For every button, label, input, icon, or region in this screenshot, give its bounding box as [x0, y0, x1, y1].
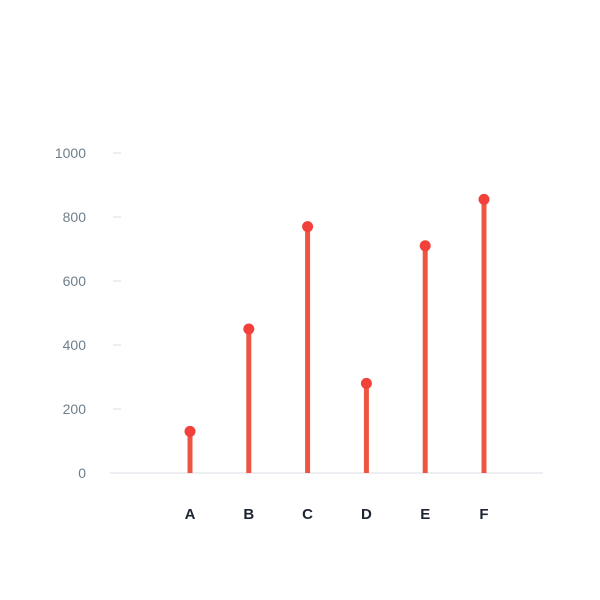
- dot-E: [419, 240, 431, 252]
- y-tick-label: 600: [63, 273, 87, 289]
- lollipop-dots: [184, 193, 490, 437]
- lollipop-stems: [187, 199, 487, 473]
- dot-A: [184, 425, 196, 437]
- y-tick-label: 200: [63, 401, 87, 417]
- x-tick-label-F: F: [479, 506, 488, 523]
- x-tick-label-E: E: [420, 506, 430, 523]
- stem-B: [246, 329, 252, 473]
- dot-D: [360, 377, 372, 389]
- y-axis: 0 200 400 600 800 1000: [55, 145, 121, 481]
- x-axis-labels: A B C D E F: [185, 506, 489, 523]
- x-tick-label-B: B: [243, 506, 254, 523]
- stem-D: [363, 383, 369, 473]
- y-tick-label: 800: [63, 209, 87, 225]
- y-tick-label: 0: [78, 465, 86, 481]
- x-tick-label-A: A: [185, 506, 196, 523]
- stem-A: [187, 431, 193, 473]
- dot-C: [302, 221, 314, 233]
- stem-F: [481, 199, 487, 473]
- dot-F: [478, 193, 490, 205]
- stem-C: [305, 226, 311, 473]
- y-tick-label: 400: [63, 337, 87, 353]
- stem-E: [422, 245, 428, 473]
- x-tick-label-D: D: [361, 506, 372, 523]
- x-tick-label-C: C: [302, 506, 313, 523]
- y-tick-label: 1000: [55, 145, 86, 161]
- dot-B: [243, 323, 255, 335]
